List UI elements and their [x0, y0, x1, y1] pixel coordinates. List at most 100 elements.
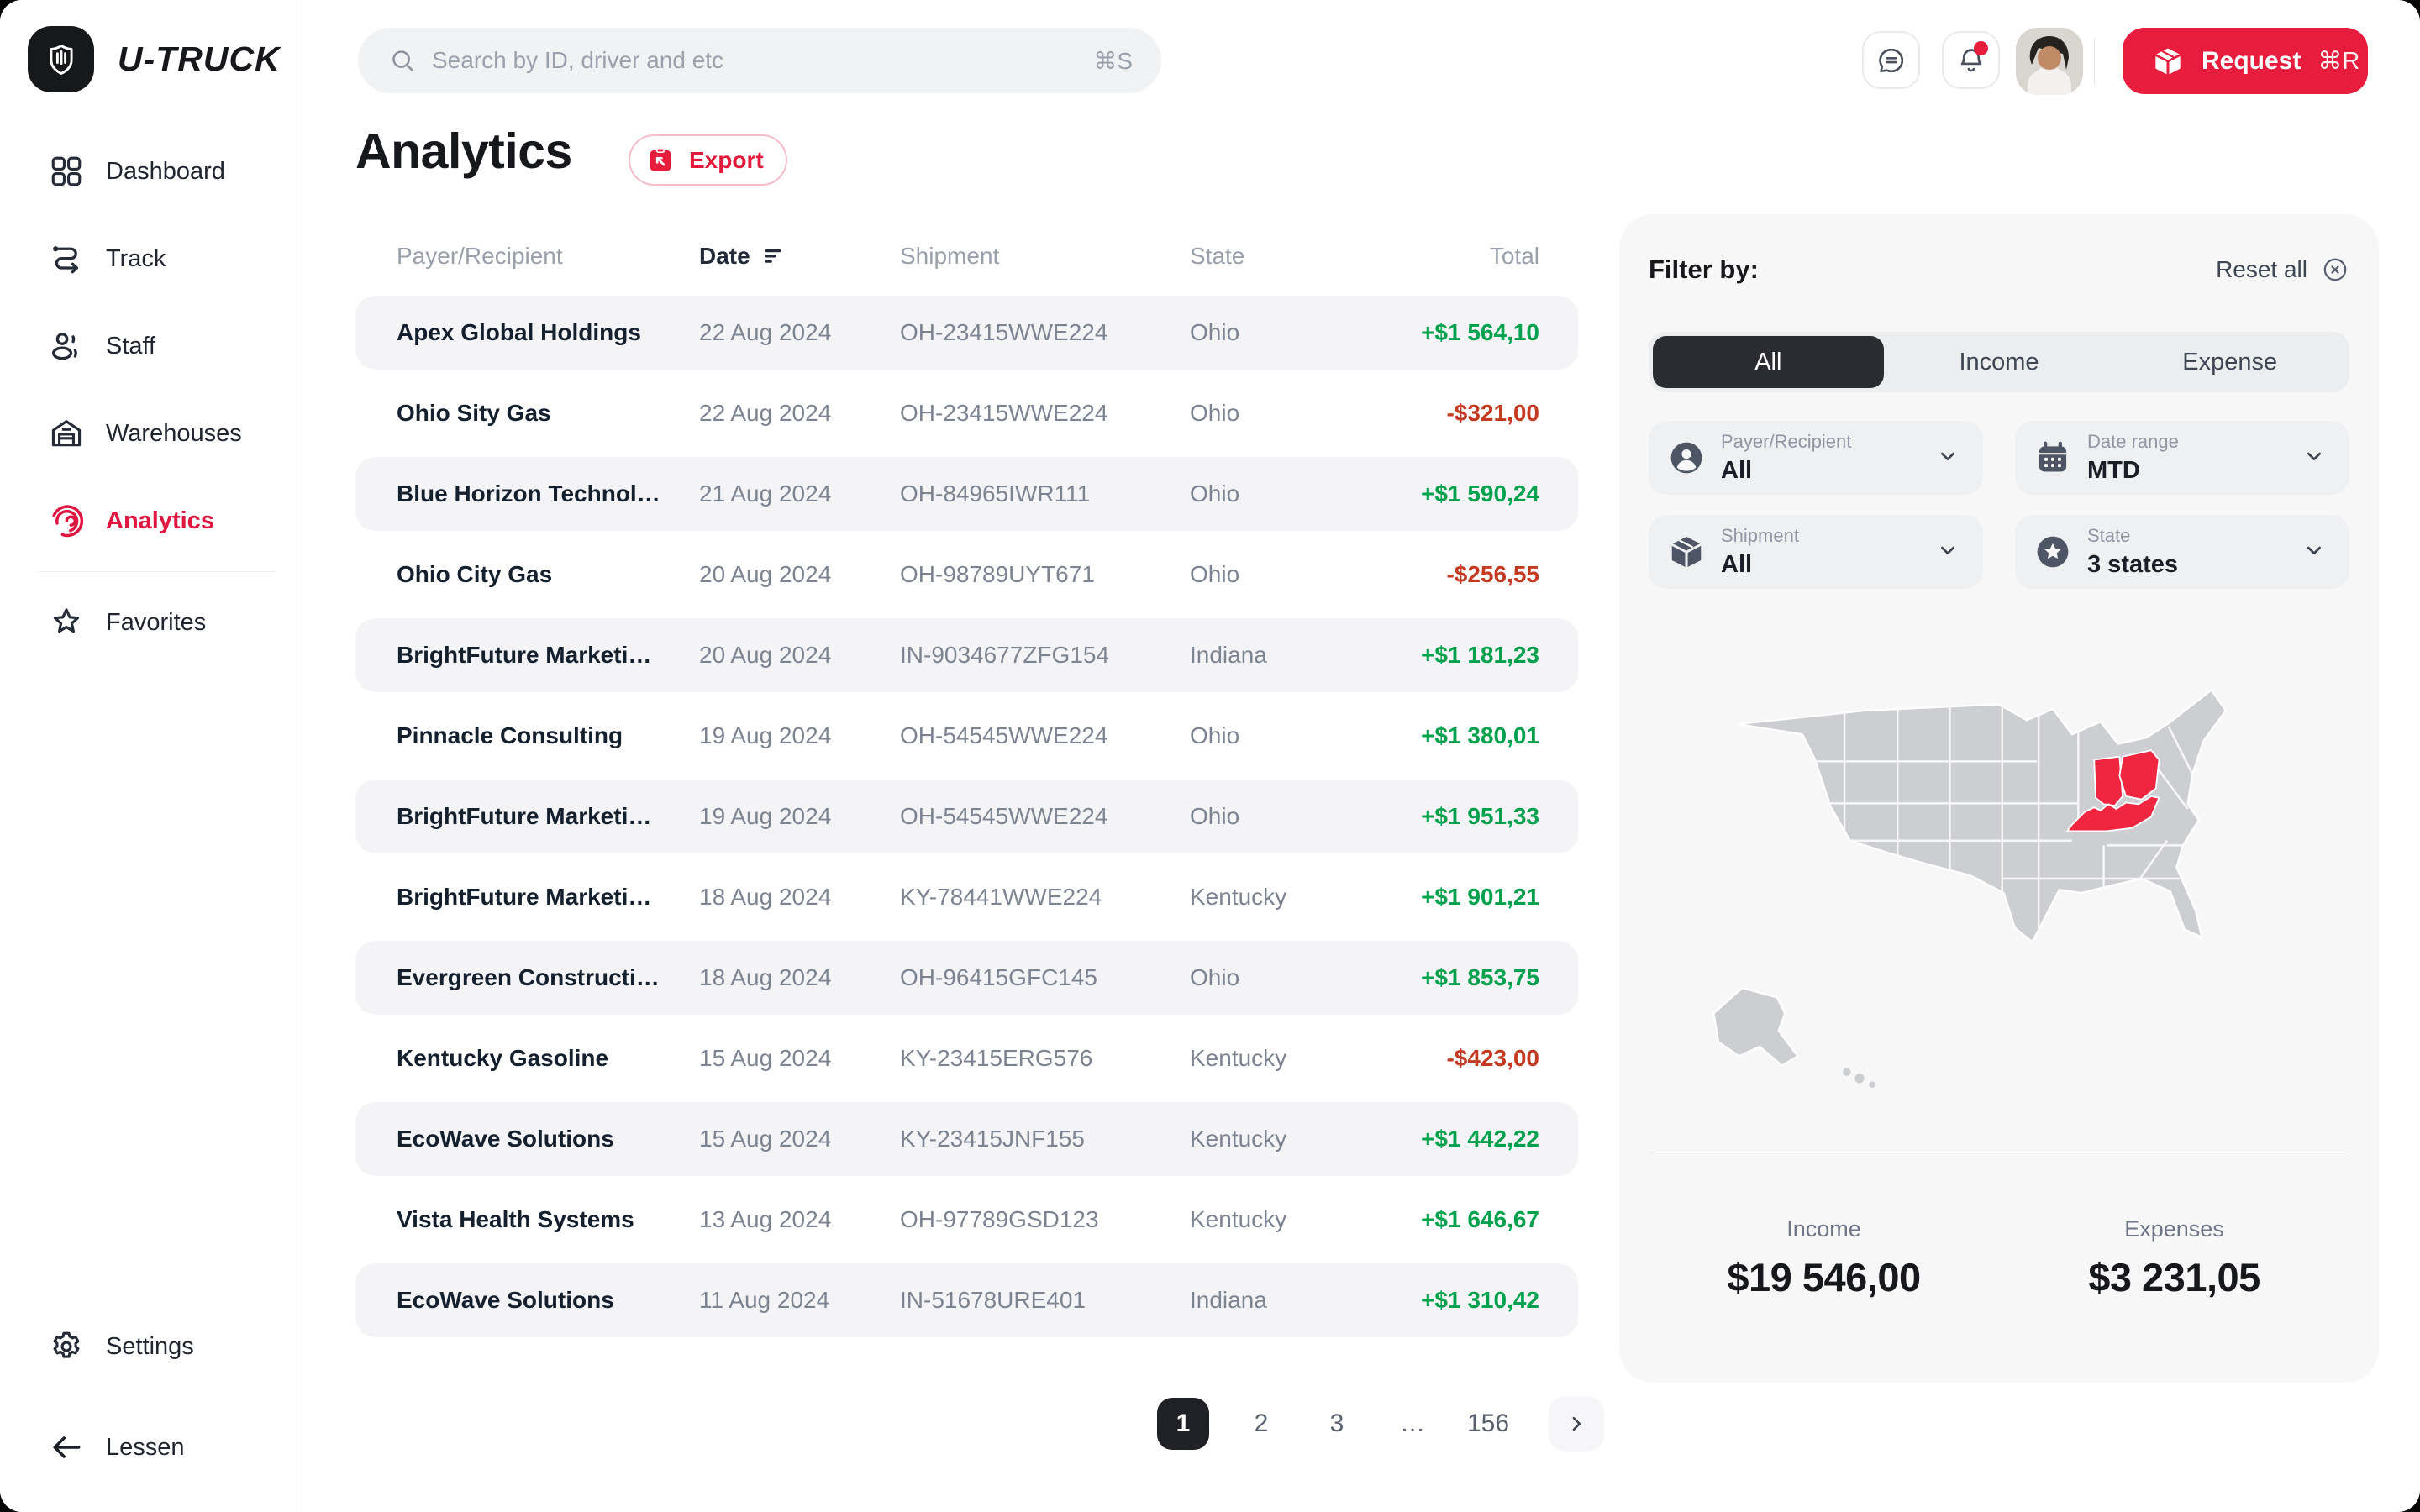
- date-cell: 13 Aug 2024: [699, 1206, 832, 1232]
- notifications-button[interactable]: [1942, 31, 2000, 89]
- search-shortcut: ⌘S: [1093, 47, 1133, 74]
- sort-icon: [765, 249, 781, 263]
- summary: Income $19 546,00 Expenses $3 231,05: [1649, 1216, 2349, 1300]
- warehouse-icon: [47, 414, 86, 453]
- export-button[interactable]: Export: [629, 134, 787, 186]
- pagination-ellipsis: …: [1389, 1398, 1436, 1450]
- date-cell: 18 Aug 2024: [699, 884, 832, 910]
- chevron-down-icon: [1934, 443, 1961, 474]
- payer-cell: Ohio City Gas: [397, 561, 553, 587]
- payer-cell: BrightFuture Marketi…: [397, 884, 652, 910]
- table-row[interactable]: BrightFuture Marketi… 20 Aug 2024 IN-90346…: [355, 618, 1578, 692]
- dashboard-icon: [47, 152, 86, 191]
- reset-all-button[interactable]: Reset all: [2216, 255, 2349, 284]
- sidebar-collapse-button[interactable]: Lessen: [0, 1410, 302, 1484]
- date-cell: 15 Aug 2024: [699, 1045, 832, 1071]
- table-row[interactable]: Ohio City Gas 20 Aug 2024 OH-98789UYT671 Oh…: [355, 538, 1578, 612]
- table-row[interactable]: Apex Global Holdings 22 Aug 2024 OH-23415W…: [355, 296, 1578, 370]
- settings-label: Settings: [106, 1332, 194, 1360]
- table-row[interactable]: Ohio Sity Gas 22 Aug 2024 OH-23415WWE224 Oh…: [355, 376, 1578, 450]
- filter-tabs: All Income Expense: [1649, 332, 2349, 392]
- sidebar-item-warehouses[interactable]: Warehouses: [0, 390, 302, 477]
- payer-cell: Kentucky Gasoline: [397, 1045, 609, 1071]
- sidebar-item-dashboard[interactable]: Dashboard: [0, 128, 302, 215]
- dropdown-state[interactable]: State 3 states: [2015, 515, 2349, 589]
- track-icon: [47, 239, 86, 278]
- filter-panel: Filter by: Reset all All Income Expense Pa…: [1619, 214, 2379, 1383]
- shipment-cell: OH-97789GSD123: [900, 1206, 1099, 1232]
- sidebar-item-track[interactable]: Track: [0, 215, 302, 302]
- state-cell: Kentucky: [1190, 1126, 1287, 1152]
- table-row[interactable]: Evergreen Constructi… 18 Aug 2024 OH-96415…: [355, 941, 1578, 1015]
- shipment-cell: KY-23415JNF155: [900, 1126, 1086, 1152]
- income-label: Income: [1786, 1216, 1861, 1242]
- expenses-value: $3 231,05: [2088, 1255, 2260, 1299]
- alaska: [1712, 986, 1800, 1068]
- table-row[interactable]: Blue Horizon Technol… 21 Aug 2024 OH-84965…: [355, 457, 1578, 531]
- request-button[interactable]: Request ⌘R: [2123, 28, 2368, 94]
- bell-icon: [1960, 48, 1981, 71]
- date-cell: 15 Aug 2024: [699, 1126, 832, 1152]
- next-page-button[interactable]: [1549, 1396, 1604, 1452]
- total-cell: +$1 380,01: [1421, 722, 1539, 748]
- sidebar-item-settings[interactable]: Settings: [0, 1310, 302, 1383]
- state-cell: Ohio: [1190, 964, 1240, 990]
- calendar-icon: [2033, 438, 2072, 477]
- dropdown-shipment[interactable]: Shipment All: [1649, 515, 1983, 589]
- sidebar-item-analytics[interactable]: Analytics: [0, 477, 302, 564]
- date-cell: 20 Aug 2024: [699, 642, 832, 668]
- chat-bubble-icon: [1878, 48, 1903, 72]
- date-cell: 19 Aug 2024: [699, 803, 832, 829]
- user-avatar[interactable]: [2016, 28, 2083, 95]
- payer-cell: EcoWave Solutions: [397, 1287, 614, 1313]
- page-1[interactable]: 1: [1157, 1398, 1209, 1450]
- table-row[interactable]: Vista Health Systems 13 Aug 2024 OH-97789G…: [355, 1183, 1578, 1257]
- payer-cell: EcoWave Solutions: [397, 1126, 614, 1152]
- column-shipment: Shipment: [900, 243, 1000, 269]
- date-cell: 11 Aug 2024: [699, 1287, 830, 1313]
- column-state: State: [1190, 243, 1245, 269]
- star-circle-icon: [2033, 533, 2072, 571]
- date-cell: 20 Aug 2024: [699, 561, 832, 587]
- table-row[interactable]: EcoWave Solutions 15 Aug 2024 KY-23415JNF1…: [355, 1102, 1578, 1176]
- total-cell: +$1 564,10: [1421, 319, 1539, 345]
- table-row[interactable]: BrightFuture Marketi… 19 Aug 2024 OH-54545…: [355, 780, 1578, 853]
- tab-expense[interactable]: Expense: [2114, 336, 2345, 388]
- tab-all[interactable]: All: [1653, 336, 1884, 388]
- shipment-cell: IN-51678URE401: [900, 1287, 1086, 1313]
- sidebar: U-TRUCK Dashboard Track Staff Warehouses Ana…: [0, 0, 302, 1512]
- chevron-down-icon: [1934, 537, 1961, 568]
- date-cell: 22 Aug 2024: [699, 400, 832, 426]
- state-cell: Ohio: [1190, 561, 1240, 587]
- request-shortcut: ⌘R: [2317, 48, 2360, 75]
- table-row[interactable]: BrightFuture Marketi… 18 Aug 2024 KY-78441…: [355, 860, 1578, 934]
- search-input[interactable]: [432, 47, 1079, 74]
- topbar-divider: [2094, 38, 2095, 85]
- payer-cell: Blue Horizon Technol…: [397, 480, 660, 507]
- page-2[interactable]: 2: [1238, 1398, 1285, 1450]
- date-cell: 21 Aug 2024: [699, 480, 832, 507]
- column-date[interactable]: Date: [699, 243, 900, 270]
- table-row[interactable]: EcoWave Solutions 11 Aug 2024 IN-51678URE4…: [355, 1263, 1578, 1337]
- total-cell: +$1 590,24: [1421, 480, 1539, 507]
- filter-dropdowns: Payer/Recipient All Date range MTD Shipment A…: [1649, 421, 2349, 589]
- payer-cell: BrightFuture Marketi…: [397, 642, 652, 668]
- table-row[interactable]: Pinnacle Consulting 19 Aug 2024 OH-54545WW…: [355, 699, 1578, 773]
- sidebar-item-staff[interactable]: Staff: [0, 302, 302, 390]
- table-row[interactable]: Kentucky Gasoline 15 Aug 2024 KY-23415ERG5…: [355, 1021, 1578, 1095]
- highlighted-states: [2066, 749, 2160, 832]
- filter-title: Filter by:: [1649, 255, 1759, 284]
- chevron-down-icon: [2301, 443, 2328, 474]
- dropdown-date-range[interactable]: Date range MTD: [2015, 421, 2349, 495]
- messages-button[interactable]: [1862, 31, 1920, 89]
- shipment-cell: OH-98789UYT671: [900, 561, 1095, 587]
- total-cell: +$1 442,22: [1421, 1126, 1539, 1152]
- brand: U-TRUCK: [28, 26, 281, 92]
- page-156[interactable]: 156: [1465, 1398, 1512, 1450]
- dropdown-payer-recipient[interactable]: Payer/Recipient All: [1649, 421, 1983, 495]
- transactions-table: Apex Global Holdings 22 Aug 2024 OH-23415W…: [355, 296, 1578, 1344]
- sidebar-item-favorites[interactable]: Favorites: [0, 579, 302, 666]
- tab-income[interactable]: Income: [1884, 336, 2115, 388]
- page-3[interactable]: 3: [1313, 1398, 1360, 1450]
